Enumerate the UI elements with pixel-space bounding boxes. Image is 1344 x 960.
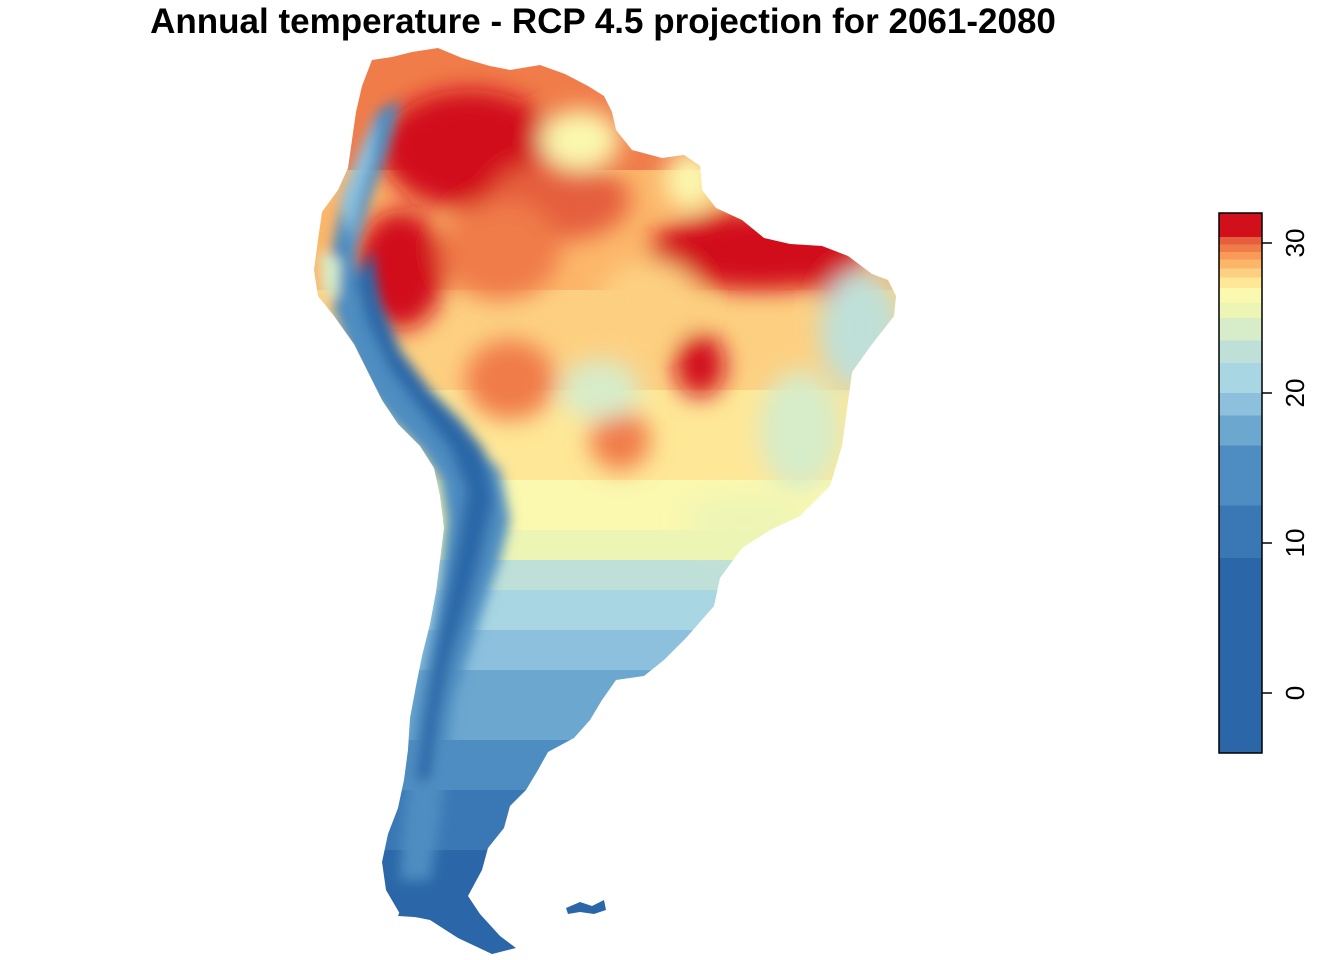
- legend-bin: [1219, 237, 1262, 245]
- legend-bin: [1219, 318, 1262, 341]
- color-legend: 0 10 20 30: [1218, 212, 1310, 754]
- legend-bin: [1219, 268, 1262, 278]
- legend-color-bins: [1219, 213, 1262, 753]
- legend-bin: [1219, 505, 1262, 558]
- tierra-del-fuego: [398, 906, 514, 954]
- legend-tick-label: 20: [1280, 379, 1310, 408]
- page-title: Annual temperature - RCP 4.5 projection …: [150, 2, 1056, 41]
- legend-tick-label: 30: [1280, 229, 1310, 258]
- legend-bin: [1219, 252, 1262, 260]
- temperature-map: [314, 48, 896, 954]
- falkland-islands: [566, 900, 606, 914]
- legend-bin: [1219, 340, 1262, 363]
- legend-frame: [1218, 212, 1263, 754]
- legend-bin: [1219, 213, 1262, 237]
- legend-bin: [1219, 244, 1262, 252]
- legend-bin: [1219, 558, 1262, 753]
- south-america-landmass: [314, 48, 896, 954]
- legend-bin: [1219, 259, 1262, 269]
- legend-bin: [1219, 415, 1262, 446]
- legend-tick-label: 10: [1280, 529, 1310, 558]
- legend-tick-label: 0: [1280, 686, 1310, 700]
- legend-ticks: 0 10 20 30: [1262, 229, 1310, 700]
- legend-bin: [1219, 288, 1262, 303]
- legend-bin: [1219, 393, 1262, 416]
- legend-bin: [1219, 445, 1262, 506]
- legend-bin: [1219, 277, 1262, 288]
- legend-bin: [1219, 363, 1262, 393]
- legend-bin: [1219, 303, 1262, 318]
